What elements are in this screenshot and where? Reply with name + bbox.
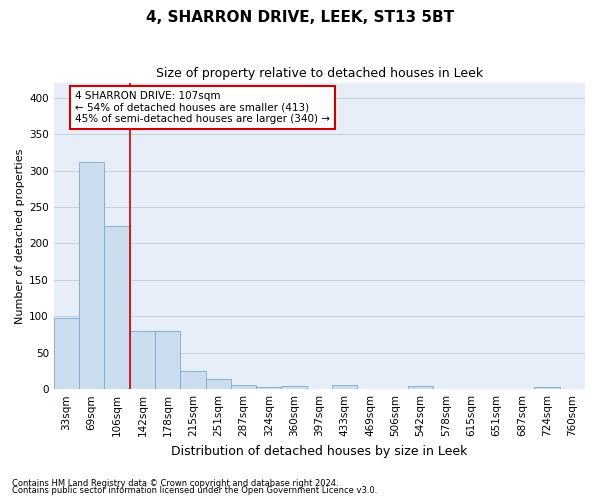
Bar	[281, 386, 307, 389]
Bar	[408, 386, 433, 389]
Bar	[535, 387, 560, 389]
Bar	[79, 162, 104, 389]
Text: Contains HM Land Registry data © Crown copyright and database right 2024.: Contains HM Land Registry data © Crown c…	[12, 478, 338, 488]
Y-axis label: Number of detached properties: Number of detached properties	[15, 148, 25, 324]
X-axis label: Distribution of detached houses by size in Leek: Distribution of detached houses by size …	[171, 444, 467, 458]
Bar	[130, 331, 155, 389]
Bar	[180, 371, 206, 389]
Bar	[231, 385, 256, 389]
Bar	[206, 379, 231, 389]
Bar	[155, 331, 180, 389]
Bar	[256, 387, 281, 389]
Bar	[332, 385, 358, 389]
Title: Size of property relative to detached houses in Leek: Size of property relative to detached ho…	[156, 68, 483, 80]
Bar	[54, 318, 79, 389]
Text: 4 SHARRON DRIVE: 107sqm
← 54% of detached houses are smaller (413)
45% of semi-d: 4 SHARRON DRIVE: 107sqm ← 54% of detache…	[75, 90, 330, 124]
Text: Contains public sector information licensed under the Open Government Licence v3: Contains public sector information licen…	[12, 486, 377, 495]
Bar	[104, 226, 130, 389]
Text: 4, SHARRON DRIVE, LEEK, ST13 5BT: 4, SHARRON DRIVE, LEEK, ST13 5BT	[146, 10, 454, 25]
